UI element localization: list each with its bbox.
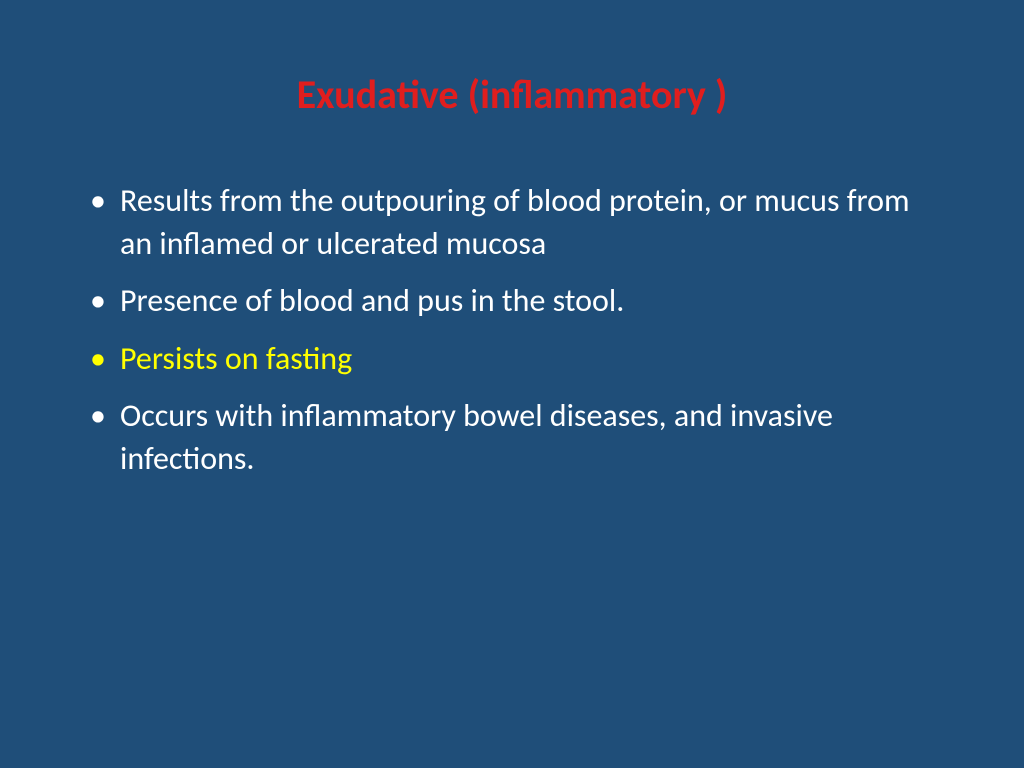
bullet-list: Results from the outpouring of blood pro… — [80, 179, 944, 480]
slide-container: Exudative (inflammatory ) Results from t… — [0, 0, 1024, 768]
bullet-text: Results from the outpouring of blood pro… — [120, 181, 910, 263]
bullet-item: Persists on fasting — [80, 337, 944, 380]
slide-title: Exudative (inflammatory ) — [80, 70, 944, 119]
bullet-item: Presence of blood and pus in the stool. — [80, 279, 944, 322]
bullet-item: Results from the outpouring of blood pro… — [80, 179, 944, 265]
bullet-text: Occurs with inflammatory bowel diseases,… — [120, 396, 833, 478]
bullet-item: Occurs with inflammatory bowel diseases,… — [80, 394, 944, 480]
bullet-text: Presence of blood and pus in the stool. — [120, 281, 624, 320]
bullet-text: Persists on fasting — [120, 339, 352, 378]
